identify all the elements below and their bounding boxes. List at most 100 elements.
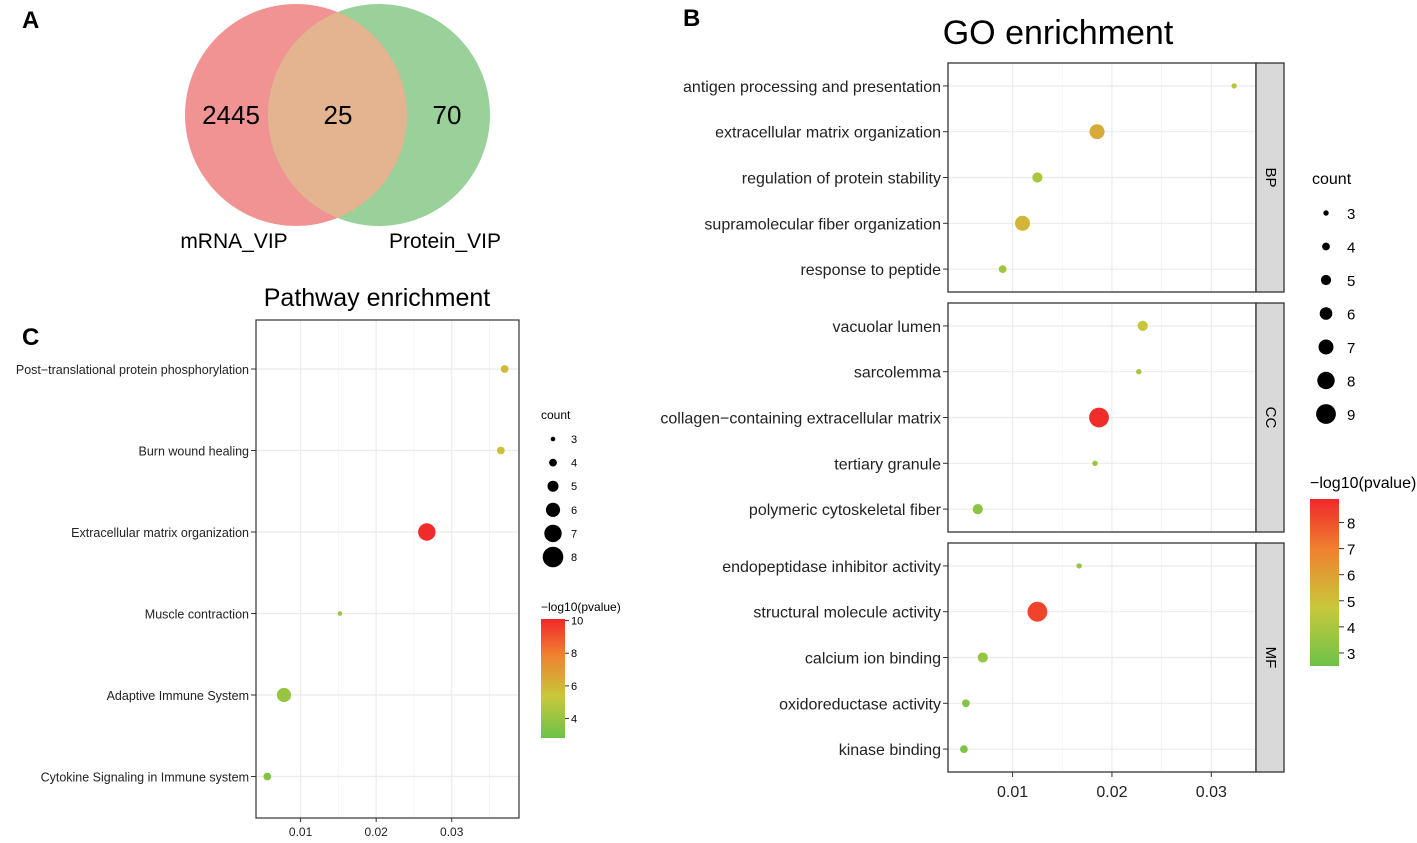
pathway-colorbar-tick: 6	[571, 681, 577, 693]
go-term-label: kinase binding	[839, 742, 941, 759]
pathway-point	[337, 611, 343, 616]
pathway-chart: Pathway enrichment Post−translational pr…	[16, 284, 621, 839]
venn-left-label: mRNA_VIP	[180, 230, 287, 253]
pathway-size-legend-dot	[542, 546, 564, 568]
go-size-legend-label: 8	[1347, 374, 1355, 391]
go-color-legend: −log10(pvalue) 3 4 5 6 7 8	[1310, 475, 1416, 666]
go-term-label: collagen−containing extracellular matrix	[660, 411, 941, 428]
go-term-label: endopeptidase inhibitor activity	[722, 559, 941, 576]
go-term-label: antigen processing and presentation	[683, 79, 941, 96]
go-facet-strip-label: MF	[1262, 647, 1279, 669]
go-term-label: sarcolemma	[854, 365, 941, 382]
go-point	[1137, 320, 1148, 331]
go-plot-area: antigen processing and presentation extra…	[660, 62, 1285, 801]
go-facet-strip-label: BP	[1262, 167, 1279, 187]
go-point	[977, 652, 988, 663]
go-point	[972, 504, 983, 515]
go-size-legend: count 3 4 5 6 7 8 9	[1312, 171, 1355, 424]
pathway-term-label: Extracellular matrix organization	[71, 526, 249, 540]
go-facet-bp: antigen processing and presentation extra…	[683, 62, 1285, 293]
go-facet-strip	[1255, 542, 1285, 773]
go-facet-mf: endopeptidase inhibitor activity structur…	[722, 542, 1285, 773]
go-term-label: response to peptide	[800, 262, 941, 279]
venn-diagram: 2445 25 70 mRNA_VIP Protein_VIP	[180, 4, 501, 253]
go-size-legend-label: 9	[1347, 407, 1355, 424]
go-point	[1231, 83, 1237, 89]
go-facet-strip	[1255, 302, 1285, 533]
pathway-size-legend-label: 6	[571, 505, 577, 517]
go-point	[1032, 172, 1043, 183]
go-color-legend-title: −log10(pvalue)	[1310, 475, 1416, 492]
pathway-xtick-label: 0.02	[364, 825, 388, 839]
go-xtick-label: 0.02	[1096, 784, 1127, 801]
go-colorbar-tick: 5	[1347, 594, 1355, 611]
go-facet-cc: vacuolar lumen sarcolemma collagen−contain…	[660, 302, 1285, 533]
go-size-legend-dot	[1323, 210, 1329, 216]
pathway-term-label: Burn wound healing	[139, 445, 250, 459]
pathway-title: Pathway enrichment	[264, 284, 491, 312]
go-term-label: structural molecule activity	[753, 605, 941, 622]
venn-overlap	[268, 12, 408, 218]
pathway-size-legend-dot	[550, 436, 556, 442]
go-size-legend-label: 7	[1347, 340, 1355, 357]
venn-overlap-count: 25	[324, 100, 353, 130]
go-xtick-label: 0.01	[997, 784, 1028, 801]
go-size-legend-dot	[1318, 339, 1334, 355]
go-colorbar-tick: 8	[1347, 515, 1355, 532]
go-point	[1092, 460, 1098, 466]
go-point	[959, 745, 968, 753]
go-title: GO enrichment	[943, 14, 1174, 52]
go-facet-strip-label: CC	[1262, 407, 1279, 429]
go-chart: GO enrichment antigen processing and pre…	[660, 14, 1416, 801]
pathway-point	[418, 523, 436, 541]
go-term-label: vacuolar lumen	[833, 319, 942, 336]
go-point	[1089, 407, 1109, 428]
pathway-colorbar-tick: 10	[571, 616, 583, 628]
panel-label-c: C	[22, 324, 39, 351]
go-xtick-label: 0.03	[1196, 784, 1227, 801]
pathway-size-legend-dot	[547, 480, 559, 492]
go-point	[961, 699, 970, 708]
pathway-xtick-label: 0.01	[289, 825, 313, 839]
go-size-legend-title: count	[1312, 171, 1352, 188]
pathway-size-legend-title: count	[541, 408, 571, 422]
go-point	[1076, 563, 1082, 569]
go-size-legend-label: 3	[1347, 206, 1355, 223]
go-term-label: extracellular matrix organization	[715, 125, 941, 142]
pathway-term-label: Cytokine Signaling in Immune system	[41, 771, 249, 785]
pathway-colorbar-tick: 4	[571, 713, 577, 725]
pathway-point	[496, 446, 505, 455]
venn-right-label: Protein_VIP	[389, 230, 501, 253]
go-point	[1027, 601, 1048, 622]
pathway-size-legend-dot	[545, 502, 561, 517]
pathway-plot-area: Post−translational protein phosphorylati…	[16, 319, 520, 839]
pathway-colorbar-tick: 8	[571, 648, 577, 660]
go-point	[1089, 124, 1105, 140]
go-size-legend-label: 4	[1347, 240, 1355, 257]
go-size-legend-dot	[1320, 274, 1332, 286]
pathway-colorbar	[541, 619, 565, 738]
go-point	[1136, 369, 1142, 375]
pathway-size-legend-dot	[549, 458, 557, 467]
venn-left-count: 2445	[202, 100, 260, 130]
go-colorbar-tick: 3	[1347, 646, 1355, 663]
go-size-legend-label: 6	[1347, 307, 1355, 324]
pathway-size-legend-dot	[544, 524, 562, 543]
pathway-size-legend-label: 8	[571, 552, 577, 564]
pathway-size-legend-label: 7	[571, 528, 577, 540]
go-colorbar	[1310, 499, 1339, 666]
pathway-size-legend-label: 5	[571, 481, 577, 493]
venn-right-count: 70	[433, 100, 462, 130]
go-colorbar-tick: 4	[1347, 620, 1355, 637]
go-colorbar-tick: 6	[1347, 568, 1355, 585]
pathway-point	[500, 365, 509, 373]
pathway-size-legend: count 3 4 5 6 7 8	[541, 408, 577, 568]
go-point	[998, 265, 1007, 273]
panel-label-b: B	[683, 5, 700, 32]
pathway-term-label: Post−translational protein phosphorylati…	[16, 363, 249, 377]
go-term-label: calcium ion binding	[805, 651, 941, 668]
pathway-color-legend-title: −log10(pvalue)	[541, 600, 621, 614]
pathway-point	[263, 772, 272, 781]
go-size-legend-label: 5	[1347, 273, 1355, 290]
go-term-label: tertiary granule	[834, 456, 941, 473]
